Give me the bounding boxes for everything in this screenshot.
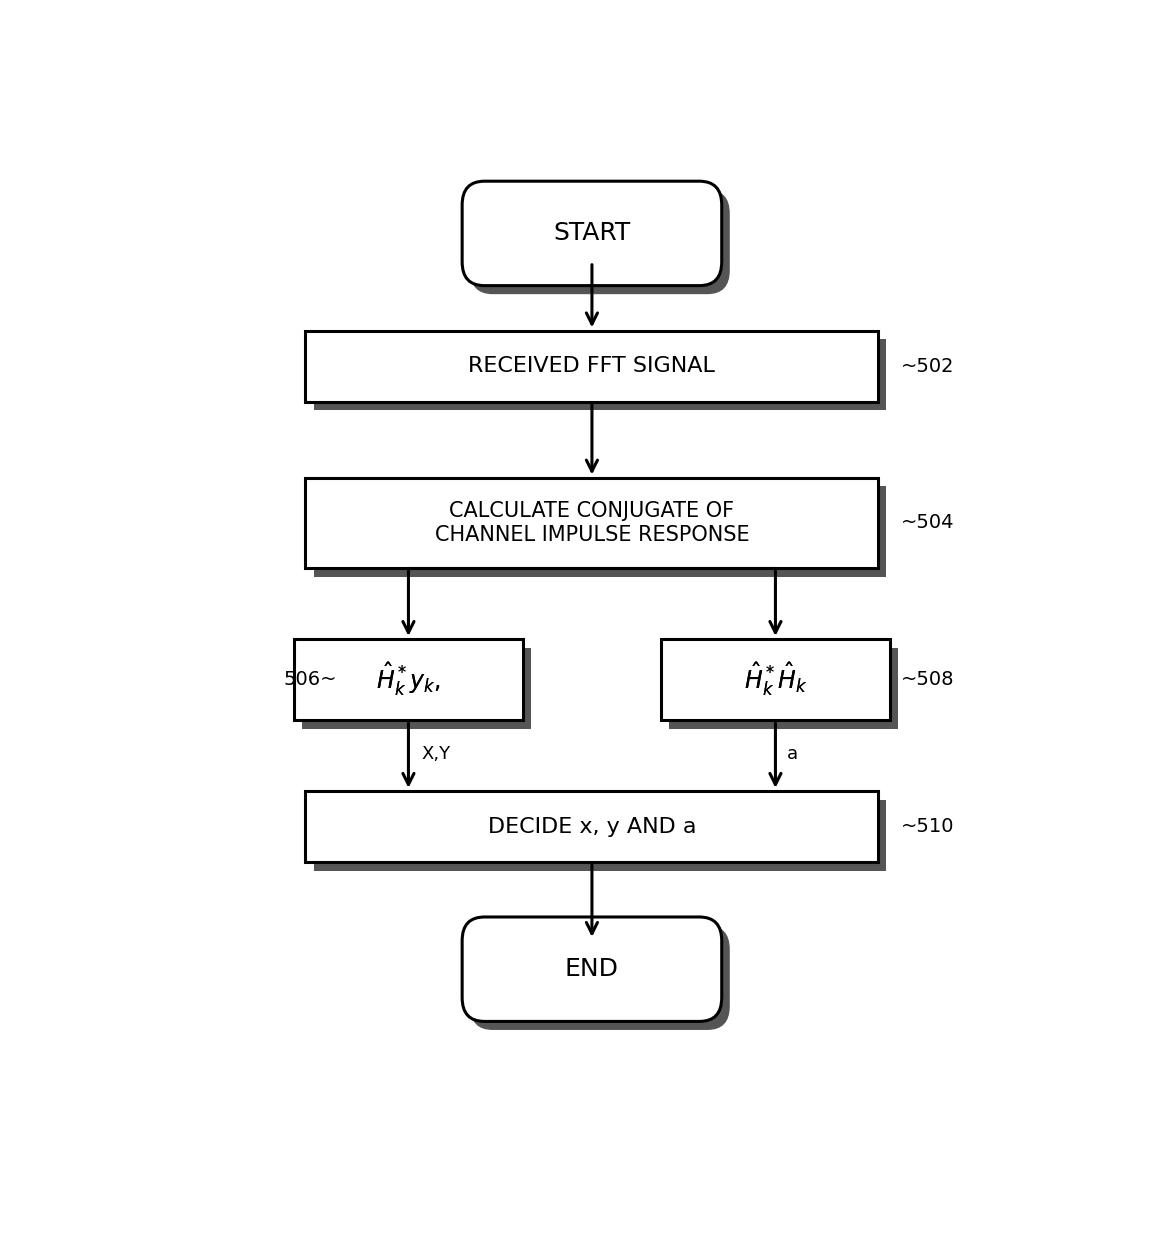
FancyBboxPatch shape bbox=[305, 330, 879, 402]
FancyBboxPatch shape bbox=[313, 339, 886, 411]
FancyBboxPatch shape bbox=[305, 792, 879, 862]
Text: RECEIVED FFT SIGNAL: RECEIVED FFT SIGNAL bbox=[469, 356, 715, 376]
Text: X,Y: X,Y bbox=[422, 745, 450, 763]
FancyBboxPatch shape bbox=[662, 639, 889, 720]
Text: a: a bbox=[787, 745, 798, 763]
Text: ~502: ~502 bbox=[901, 356, 954, 376]
Text: $\hat{H}_k^* \hat{H}_k$: $\hat{H}_k^* \hat{H}_k$ bbox=[744, 661, 807, 698]
FancyBboxPatch shape bbox=[295, 639, 522, 720]
FancyBboxPatch shape bbox=[313, 800, 886, 870]
Text: $\hat{H}_k^* \hat{H}_k$: $\hat{H}_k^* \hat{H}_k$ bbox=[744, 661, 807, 698]
Text: ~504: ~504 bbox=[901, 513, 954, 533]
FancyBboxPatch shape bbox=[470, 190, 730, 295]
Text: DECIDE x, y AND a: DECIDE x, y AND a bbox=[487, 816, 696, 837]
FancyBboxPatch shape bbox=[303, 647, 530, 729]
Text: ~508: ~508 bbox=[901, 670, 954, 689]
Text: CALCULATE CONJUGATE OF
CHANNEL IMPULSE RESPONSE: CALCULATE CONJUGATE OF CHANNEL IMPULSE R… bbox=[434, 502, 750, 545]
Text: 506~: 506~ bbox=[283, 670, 336, 689]
Text: ~510: ~510 bbox=[901, 817, 954, 836]
Text: $\hat{H}_k^* y_k$,: $\hat{H}_k^* y_k$, bbox=[377, 661, 441, 698]
Text: START: START bbox=[553, 222, 631, 245]
FancyBboxPatch shape bbox=[305, 478, 879, 568]
FancyBboxPatch shape bbox=[670, 647, 897, 729]
FancyBboxPatch shape bbox=[313, 487, 886, 577]
FancyBboxPatch shape bbox=[470, 926, 730, 1030]
FancyBboxPatch shape bbox=[462, 917, 722, 1021]
FancyBboxPatch shape bbox=[462, 181, 722, 286]
Text: END: END bbox=[565, 957, 619, 981]
Text: $\hat{H}_k^* y_k$,: $\hat{H}_k^* y_k$, bbox=[377, 661, 441, 698]
